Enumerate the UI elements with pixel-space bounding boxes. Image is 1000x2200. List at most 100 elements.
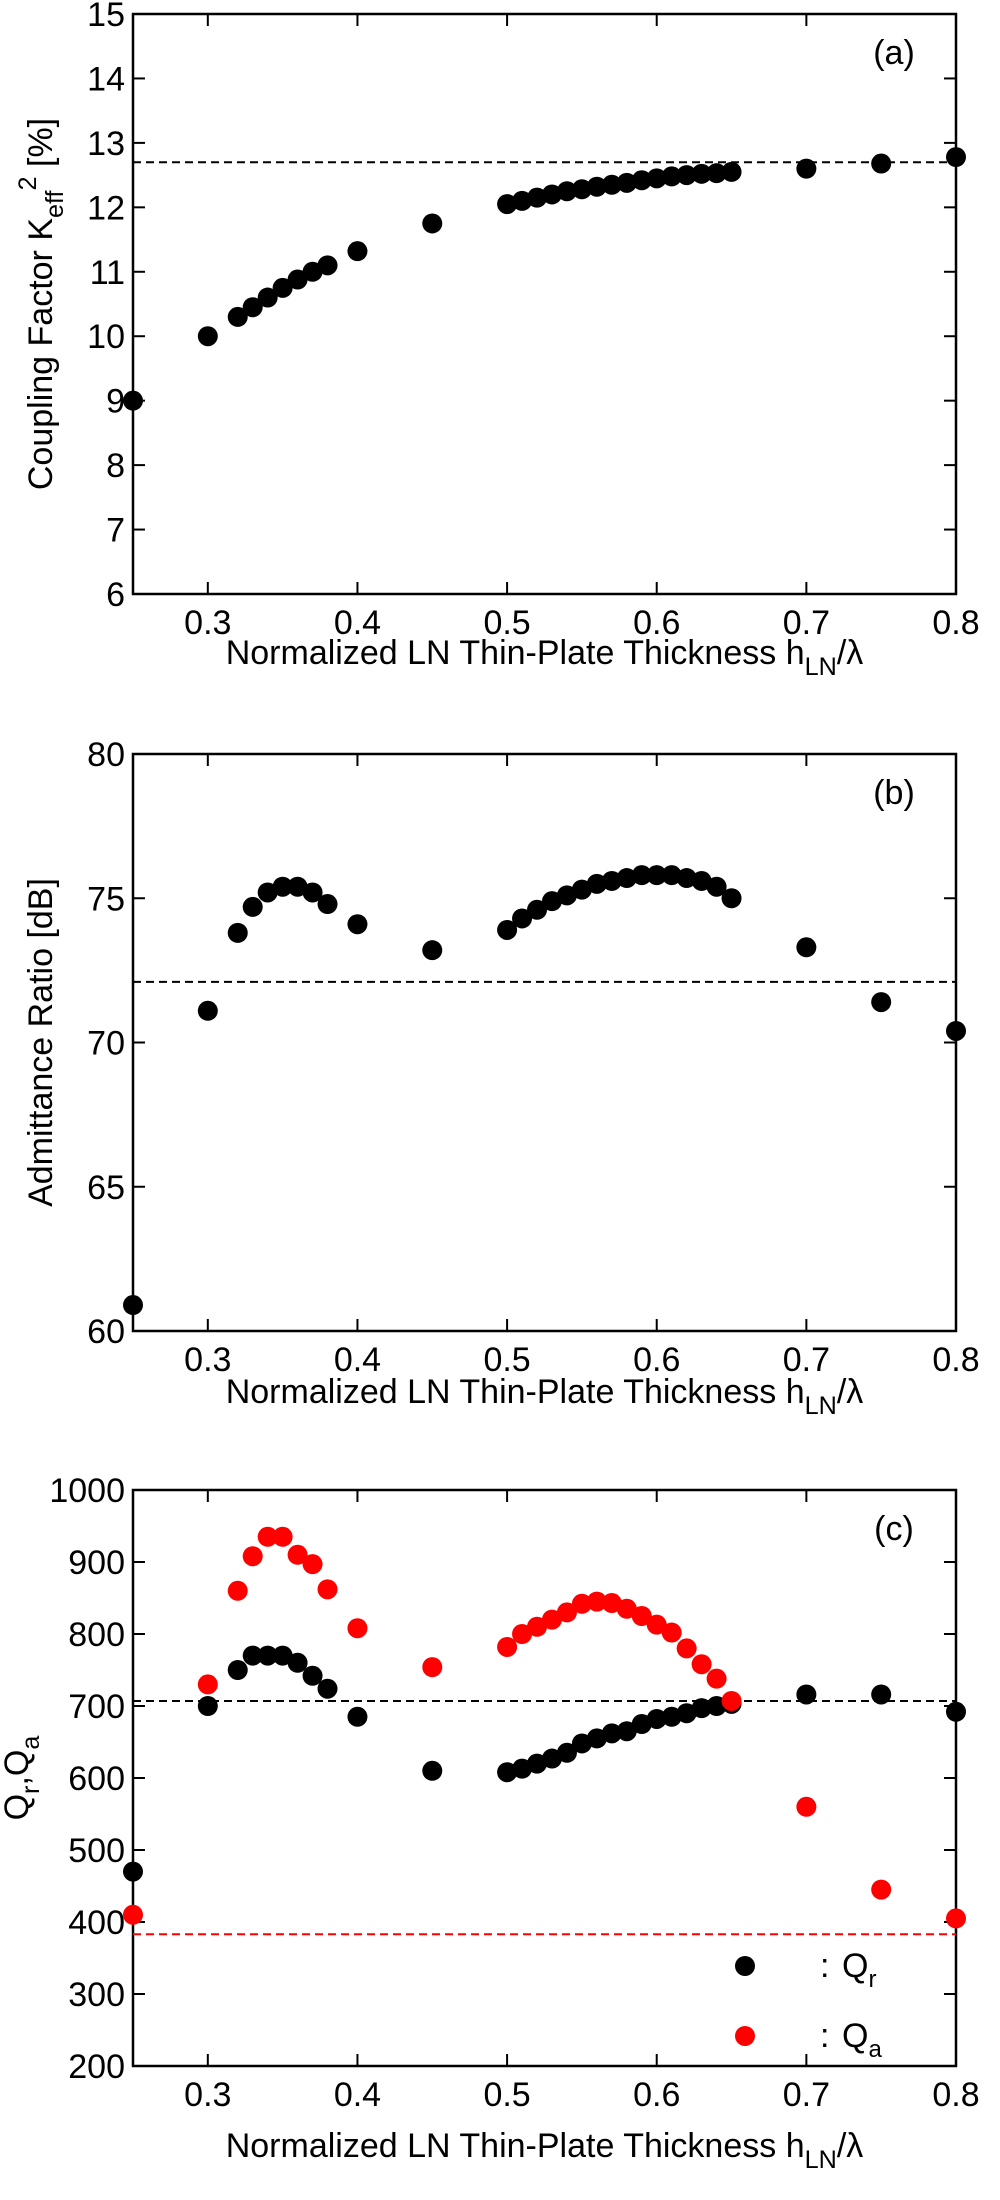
data-point bbox=[287, 1652, 308, 1673]
label-part: LN bbox=[805, 1392, 837, 1420]
data-point bbox=[616, 1598, 637, 1619]
y-tick-label: 13 bbox=[87, 125, 125, 163]
data-point bbox=[556, 181, 577, 202]
y-tick-label: 7 bbox=[106, 512, 125, 550]
label-part: eff bbox=[41, 189, 69, 218]
data-point bbox=[721, 1690, 742, 1711]
data-point bbox=[287, 1544, 308, 1565]
x-tick-label: 0.8 bbox=[932, 1341, 979, 1379]
x-tick-label: 0.6 bbox=[633, 1341, 680, 1379]
data-point bbox=[676, 165, 697, 186]
data-point bbox=[257, 1645, 278, 1666]
y-axis-label: Coupling Factor Keff2 [%] bbox=[14, 118, 69, 490]
data-point bbox=[497, 194, 518, 215]
data-point bbox=[661, 865, 682, 886]
data-point bbox=[317, 1678, 338, 1699]
label-part: Q bbox=[0, 1794, 36, 1820]
x-axis-label: Normalized LN Thin-Plate Thickness hLN/λ bbox=[226, 634, 864, 681]
y-tick-label: 9 bbox=[106, 383, 125, 421]
y-tick-label: 65 bbox=[87, 1169, 125, 1207]
x-tick-label: 0.3 bbox=[184, 604, 231, 642]
data-point bbox=[706, 876, 727, 897]
label-part: [%] bbox=[22, 118, 60, 177]
data-point bbox=[616, 868, 637, 889]
y-tick-label: 500 bbox=[68, 1832, 125, 1870]
label-part: Normalized LN Thin-Plate Thickness h bbox=[226, 2127, 805, 2165]
data-point bbox=[512, 190, 533, 211]
y-tick-label: 400 bbox=[68, 1904, 125, 1942]
data-point bbox=[946, 147, 966, 168]
y-tick-label: 80 bbox=[87, 736, 125, 774]
data-point bbox=[946, 1020, 966, 1041]
data-point bbox=[661, 1622, 682, 1643]
x-tick-label: 0.3 bbox=[184, 2076, 231, 2114]
data-point bbox=[796, 1684, 817, 1705]
data-point bbox=[347, 1706, 368, 1727]
label-part: Q bbox=[842, 1947, 868, 1985]
data-point bbox=[242, 896, 263, 917]
y-tick-label: 200 bbox=[68, 2048, 125, 2086]
data-point bbox=[601, 174, 622, 195]
x-tick-label: 0.5 bbox=[483, 2076, 530, 2114]
data-point bbox=[302, 882, 323, 903]
y-axis-label: Admittance Ratio [dB] bbox=[22, 878, 60, 1207]
data-point bbox=[317, 894, 338, 915]
label-part: /λ bbox=[837, 1373, 863, 1411]
data-point bbox=[497, 1636, 518, 1657]
data-point bbox=[616, 1721, 637, 1742]
data-point bbox=[197, 1000, 218, 1021]
data-point bbox=[601, 870, 622, 891]
data-point bbox=[646, 1708, 667, 1729]
y-tick-label: 15 bbox=[87, 0, 125, 34]
data-point bbox=[871, 153, 892, 174]
legend-marker bbox=[735, 2026, 755, 2046]
x-tick-label: 0.5 bbox=[483, 604, 530, 642]
legend-sep: : bbox=[820, 1947, 829, 1985]
legend-marker bbox=[735, 1956, 755, 1976]
data-point bbox=[227, 306, 248, 327]
x-tick-label: 0.6 bbox=[633, 604, 680, 642]
label-part: a bbox=[17, 1735, 45, 1750]
data-point bbox=[422, 1657, 443, 1678]
data-point bbox=[646, 1614, 667, 1635]
y-tick-label: 800 bbox=[68, 1616, 125, 1654]
data-point bbox=[227, 1660, 248, 1680]
data-point bbox=[691, 1654, 712, 1675]
label-part: r bbox=[17, 1786, 45, 1794]
label-part: Normalized LN Thin-Plate Thickness h bbox=[226, 634, 805, 672]
data-point bbox=[691, 1698, 712, 1719]
y-axis-label: Qr,Qa bbox=[0, 1735, 45, 1821]
data-point bbox=[691, 163, 712, 184]
data-point bbox=[871, 992, 892, 1013]
data-point bbox=[287, 269, 308, 290]
label-part: Normalized LN Thin-Plate Thickness h bbox=[226, 1373, 805, 1411]
data-point bbox=[422, 213, 443, 234]
data-point bbox=[317, 1579, 338, 1600]
data-point bbox=[227, 1580, 248, 1601]
data-point bbox=[541, 184, 562, 205]
legend-sep: : bbox=[820, 2017, 829, 2055]
data-point bbox=[347, 241, 368, 262]
data-point bbox=[796, 937, 817, 958]
data-point bbox=[706, 163, 727, 184]
data-point bbox=[616, 172, 637, 193]
y-tick-label: 700 bbox=[68, 1688, 125, 1726]
data-point bbox=[317, 255, 338, 276]
data-point bbox=[556, 1602, 577, 1623]
panel-label: (a) bbox=[873, 34, 915, 72]
y-tick-label: 1000 bbox=[49, 1472, 125, 1510]
label-part: LN bbox=[805, 2146, 837, 2174]
data-point bbox=[347, 1618, 368, 1639]
data-point bbox=[676, 868, 697, 889]
x-tick-label: 0.7 bbox=[783, 2076, 830, 2114]
data-point bbox=[272, 1645, 293, 1666]
y-tick-label: 75 bbox=[87, 880, 125, 918]
x-axis-label: Normalized LN Thin-Plate Thickness hLN/λ bbox=[226, 2127, 864, 2174]
x-tick-label: 0.4 bbox=[334, 1341, 381, 1379]
label-part: /λ bbox=[837, 634, 863, 672]
data-point bbox=[796, 1796, 817, 1817]
data-point bbox=[586, 1591, 607, 1612]
data-point bbox=[123, 390, 143, 411]
x-tick-label: 0.4 bbox=[334, 604, 381, 642]
data-point bbox=[512, 908, 533, 929]
